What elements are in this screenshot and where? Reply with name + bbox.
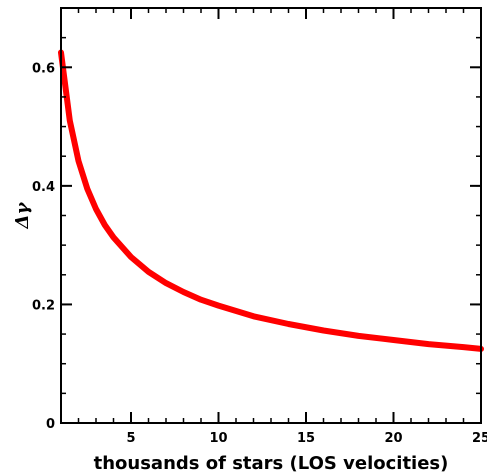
x-tick-label: 10 [209,431,227,446]
y-tick-label: 0.2 [32,298,55,313]
x-axis-label: thousands of stars (LOS velocities) [94,453,449,474]
x-tick-label: 5 [126,431,135,446]
x-tick-label: 15 [297,431,315,446]
y-tick-label: 0.4 [32,180,55,195]
y-axis-label: Δγ [12,201,33,229]
y-tick-label: 0.6 [32,61,55,76]
series-line-0 [58,49,484,352]
plot-frame [60,7,482,424]
x-tick-label: 20 [384,431,402,446]
x-tick-label: 25 [472,431,487,446]
ticks-layer: 5 10 15 20 25 0 0.2 0.4 0.6 [32,7,487,446]
y-tick-label: 0 [46,417,55,432]
plot-layer [58,49,484,352]
